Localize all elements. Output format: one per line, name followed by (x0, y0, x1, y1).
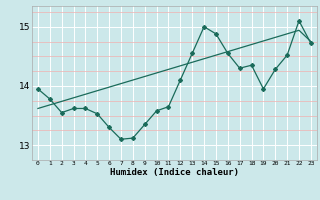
X-axis label: Humidex (Indice chaleur): Humidex (Indice chaleur) (110, 168, 239, 177)
